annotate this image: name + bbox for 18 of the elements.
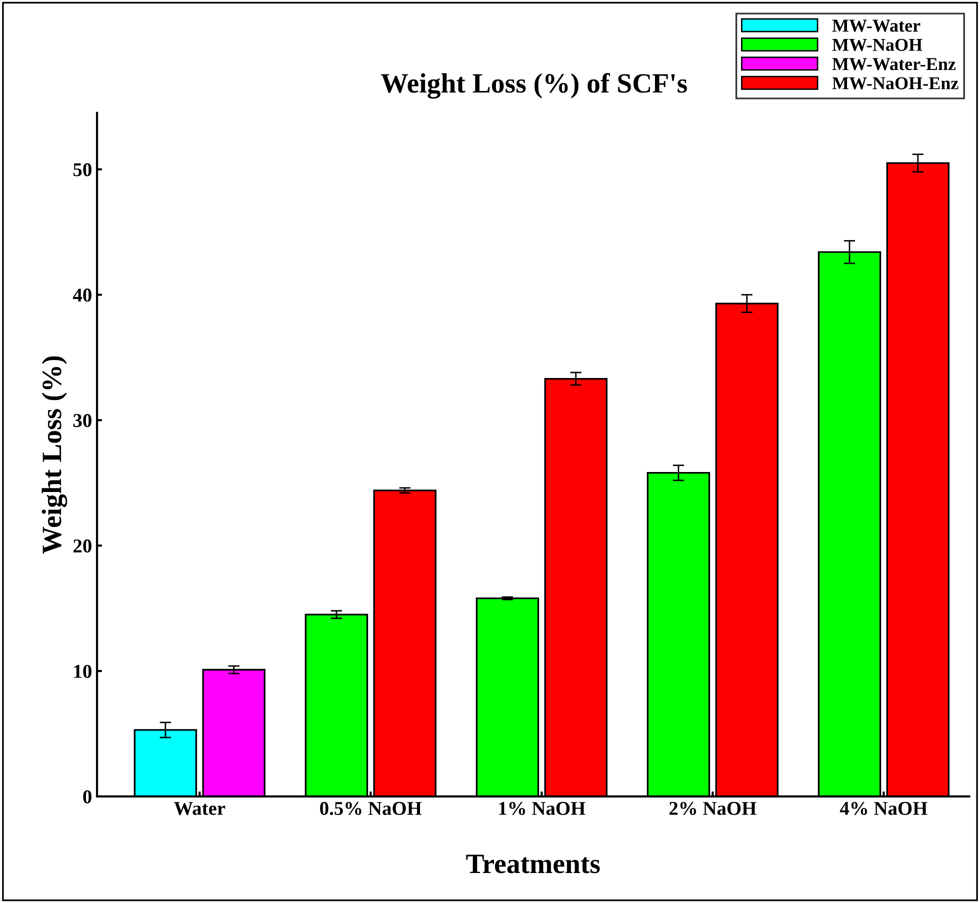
x-tick-label: 1% NaOH (499, 802, 586, 816)
x-tick-label: 0.5% NaOH (320, 802, 422, 816)
legend-label: MW-Water (832, 20, 920, 32)
y-tick-label: 20 (74, 539, 92, 553)
y-axis-title: Weight Loss (%) (42, 356, 68, 554)
legend-label: MW-NaOH-Enz (832, 77, 958, 90)
x-tick-label: Water (174, 802, 226, 816)
x-tick-label: 4% NaOH (840, 802, 928, 816)
legend-label: MW-NaOH (832, 38, 922, 52)
y-tick-label: 40 (72, 288, 92, 302)
y-tick-label: 10 (74, 664, 92, 678)
x-axis-title: Treatments (466, 854, 600, 874)
chart-title: Weight Loss (%) of SCF's (380, 72, 687, 99)
y-tick-label: 50 (73, 163, 92, 176)
x-tick-label: 2% NaOH (669, 802, 756, 816)
legend-label: MW-Water-Enz (832, 58, 956, 70)
y-tick-label: 30 (73, 414, 92, 428)
y-tick-label: 0 (83, 790, 92, 804)
